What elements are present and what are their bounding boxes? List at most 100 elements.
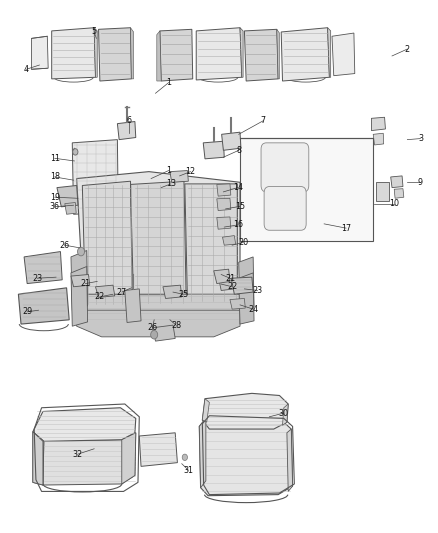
Polygon shape xyxy=(77,172,240,316)
Text: 19: 19 xyxy=(49,193,60,201)
Polygon shape xyxy=(240,138,373,241)
Text: 32: 32 xyxy=(73,450,83,458)
Polygon shape xyxy=(77,310,240,337)
Polygon shape xyxy=(71,251,88,310)
Polygon shape xyxy=(217,217,231,229)
Polygon shape xyxy=(196,28,242,80)
Polygon shape xyxy=(157,31,161,81)
Text: 26: 26 xyxy=(60,241,70,249)
Polygon shape xyxy=(231,277,253,294)
Polygon shape xyxy=(281,28,329,81)
Polygon shape xyxy=(152,325,175,341)
Circle shape xyxy=(151,330,158,339)
Polygon shape xyxy=(33,408,136,441)
Text: 10: 10 xyxy=(389,199,399,208)
Polygon shape xyxy=(219,278,234,290)
Polygon shape xyxy=(99,28,131,81)
Polygon shape xyxy=(391,176,403,188)
Text: 1: 1 xyxy=(166,78,171,87)
Polygon shape xyxy=(71,274,90,287)
Polygon shape xyxy=(160,29,193,81)
Polygon shape xyxy=(222,132,241,150)
Polygon shape xyxy=(72,140,118,214)
Polygon shape xyxy=(217,184,231,196)
Text: 25: 25 xyxy=(178,290,188,298)
Polygon shape xyxy=(239,257,254,310)
Polygon shape xyxy=(122,433,136,484)
Text: 30: 30 xyxy=(279,409,289,417)
Polygon shape xyxy=(163,285,182,298)
Polygon shape xyxy=(332,33,355,76)
Text: 29: 29 xyxy=(22,308,32,316)
Polygon shape xyxy=(376,182,389,201)
Polygon shape xyxy=(240,28,243,77)
Text: 2: 2 xyxy=(405,45,410,53)
Polygon shape xyxy=(94,28,97,77)
Polygon shape xyxy=(203,141,224,159)
Text: 13: 13 xyxy=(166,180,176,188)
Text: 21: 21 xyxy=(225,274,235,282)
FancyBboxPatch shape xyxy=(264,187,306,230)
Text: 20: 20 xyxy=(238,238,248,247)
Text: 5: 5 xyxy=(92,28,97,36)
Text: 23: 23 xyxy=(32,274,42,282)
Polygon shape xyxy=(43,433,136,485)
Polygon shape xyxy=(373,133,384,145)
Polygon shape xyxy=(223,236,236,245)
Polygon shape xyxy=(82,181,132,304)
Polygon shape xyxy=(199,418,293,496)
Polygon shape xyxy=(170,171,188,182)
Text: 15: 15 xyxy=(235,202,245,211)
Text: 3: 3 xyxy=(418,134,423,143)
Text: 36: 36 xyxy=(50,203,60,211)
Polygon shape xyxy=(394,189,404,198)
Polygon shape xyxy=(239,273,254,324)
Polygon shape xyxy=(244,29,278,81)
Text: 11: 11 xyxy=(50,154,60,163)
Polygon shape xyxy=(287,429,293,491)
Polygon shape xyxy=(18,288,69,324)
Circle shape xyxy=(73,149,78,155)
Text: 22: 22 xyxy=(95,293,105,301)
Polygon shape xyxy=(71,266,88,326)
Text: 17: 17 xyxy=(341,224,351,232)
Text: 31: 31 xyxy=(184,466,193,474)
Circle shape xyxy=(78,247,85,256)
Polygon shape xyxy=(33,432,44,485)
Polygon shape xyxy=(57,185,78,207)
Text: 8: 8 xyxy=(236,146,241,155)
Text: 21: 21 xyxy=(80,279,91,288)
Polygon shape xyxy=(230,298,245,309)
Polygon shape xyxy=(199,418,206,488)
Polygon shape xyxy=(214,269,230,284)
Polygon shape xyxy=(277,29,279,79)
Polygon shape xyxy=(139,433,177,466)
Polygon shape xyxy=(131,28,134,79)
Polygon shape xyxy=(24,252,62,284)
Text: 6: 6 xyxy=(127,117,132,125)
Polygon shape xyxy=(202,393,288,429)
Polygon shape xyxy=(371,117,385,131)
Text: 27: 27 xyxy=(117,288,127,296)
Text: 4: 4 xyxy=(24,65,29,74)
Text: 16: 16 xyxy=(233,221,243,229)
Text: 14: 14 xyxy=(233,183,243,192)
Polygon shape xyxy=(328,28,331,77)
Text: 28: 28 xyxy=(171,321,181,329)
Text: 12: 12 xyxy=(185,167,196,176)
Polygon shape xyxy=(283,404,288,425)
Circle shape xyxy=(182,454,187,461)
Text: 9: 9 xyxy=(418,178,423,187)
Polygon shape xyxy=(217,198,231,211)
Text: 24: 24 xyxy=(248,305,258,313)
Polygon shape xyxy=(32,36,48,69)
Polygon shape xyxy=(202,399,209,422)
Polygon shape xyxy=(125,289,141,322)
Polygon shape xyxy=(185,184,237,301)
Polygon shape xyxy=(78,294,240,321)
Polygon shape xyxy=(131,181,186,303)
Polygon shape xyxy=(52,28,95,79)
Text: 23: 23 xyxy=(252,286,263,295)
Text: 22: 22 xyxy=(227,282,237,291)
Text: 26: 26 xyxy=(147,324,158,332)
